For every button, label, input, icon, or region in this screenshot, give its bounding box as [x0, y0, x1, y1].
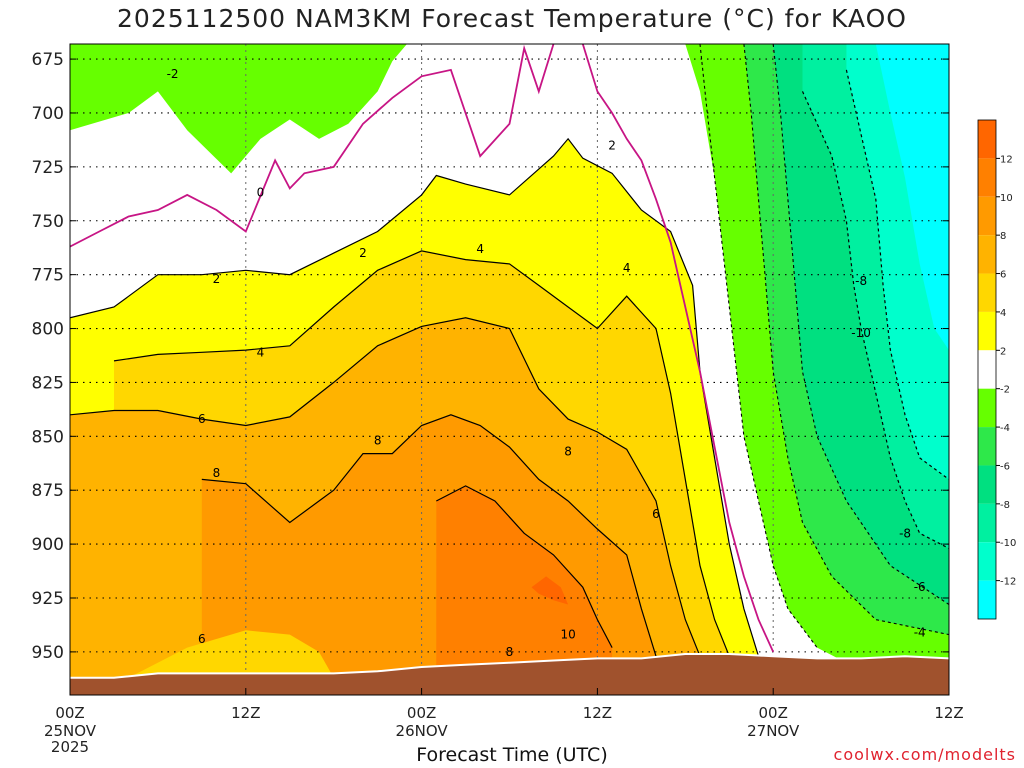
colorbar-swatch: [978, 120, 996, 159]
zero-isotherm-lines: [70, 44, 775, 653]
plot-frame: [69, 43, 950, 696]
isotherm-line: [801, 91, 949, 549]
x-tick-date-label: 27NOV: [747, 722, 800, 740]
contour-labels: -2 0 2 2 2 4 4 4 6 6 6 8 8 8 8 10 -8 -10 -8 -6 -4: [167, 67, 926, 659]
contour-label: 4: [257, 345, 265, 359]
contour-label: -8: [855, 274, 867, 288]
colorbar-label: -6: [1000, 461, 1010, 472]
y-tick-label: 900: [32, 535, 64, 555]
y-tick-label: 700: [32, 104, 64, 124]
colorbar-swatch: [978, 388, 996, 428]
colorbar-swatch: [978, 311, 996, 351]
zero-isotherm-line: [581, 44, 775, 653]
x-tick-label: 00Z: [759, 704, 788, 722]
y-tick-label: 775: [32, 266, 64, 286]
contour-label: 6: [198, 632, 206, 646]
colorbar-label: 6: [1000, 270, 1006, 281]
colorbar-label: 12: [1000, 154, 1013, 165]
y-tick-label: 825: [32, 373, 64, 393]
y-tick-label: 850: [32, 427, 64, 447]
colorbar-label: 4: [1000, 308, 1006, 319]
y-tick-label: 725: [32, 158, 64, 178]
fill-warm-10: [436, 485, 613, 695]
contour-label: 8: [213, 466, 221, 480]
x-tick-date-label: 25NOV: [44, 722, 97, 740]
contour-label: 8: [506, 645, 514, 659]
contour-label: 4: [476, 242, 484, 256]
y-tick-label: 675: [32, 50, 64, 70]
isotherm-line: [699, 44, 818, 648]
terrain-fill: [70, 654, 949, 695]
y-tick-label: 950: [32, 643, 64, 663]
colorbar-swatch: [978, 235, 996, 274]
terrain-outline: [70, 653, 949, 679]
colorbar-label: -12: [1000, 577, 1016, 588]
contour-label: -10: [851, 326, 871, 340]
fill-cold-14: [875, 44, 949, 351]
y-tick-label: 800: [32, 320, 64, 340]
colorbar-swatch: [978, 580, 996, 619]
contour-label: 2: [213, 272, 221, 286]
isotherm-contours: [70, 44, 949, 657]
colorbar-label: 2: [1000, 346, 1006, 357]
fill-cold-speck: [367, 44, 378, 51]
x-tick-label: 12Z: [231, 704, 260, 722]
chart-title: 2025112500 NAM3KM Forecast Temperature (…: [117, 4, 907, 33]
contour-label: -2: [167, 67, 179, 81]
fill-surface-4: [128, 630, 334, 678]
x-tick-label: 12Z: [583, 704, 612, 722]
x-tick-label: 12Z: [934, 704, 963, 722]
colorbar-swatch: [978, 158, 996, 197]
colorbar-swatch: [978, 427, 996, 466]
isotherm-line: [436, 485, 613, 648]
y-axis-ticks: 675 700 725 750 775 800 825 850 875 900 925 950: [32, 50, 949, 663]
x-tick-label: 00Z: [55, 704, 84, 722]
y-tick-label: 875: [32, 481, 64, 501]
temperature-fill-regions: [70, 44, 949, 695]
fill-cold-pocket-upper-left: [70, 44, 407, 174]
colorbar-swatch: [978, 542, 996, 581]
colorbar-swatch: [978, 350, 996, 389]
colorbar: 12 10 8 6 4 2 -2 -4 -6 -8 -10 -12: [977, 119, 1016, 620]
y-tick-label: 750: [32, 212, 64, 232]
contour-label: 6: [198, 412, 206, 426]
isotherm-line: [201, 414, 657, 657]
colorbar-label: -10: [1000, 538, 1016, 549]
contour-label: 8: [374, 434, 382, 448]
x-tick-date-label: 26NOV: [396, 722, 449, 740]
source-credit[interactable]: coolwx.com/modelts: [833, 745, 1016, 764]
colorbar-swatch: [978, 273, 996, 312]
x-tick-label: 00Z: [407, 704, 436, 722]
contour-label: 2: [608, 138, 616, 152]
contour-label: 10: [560, 628, 575, 642]
contour-label: 2: [359, 246, 367, 260]
zero-isotherm-line: [70, 44, 555, 248]
isotherm-line: [70, 317, 701, 657]
y-tick-label: 925: [32, 589, 64, 609]
isotherm-line: [772, 44, 949, 605]
colorbar-frame: [977, 119, 997, 620]
contour-label: 6: [652, 507, 660, 521]
isotherm-line: [743, 44, 949, 636]
contour-label: -4: [914, 625, 926, 639]
terrain-surface: [70, 653, 949, 695]
colorbar-swatch: [978, 196, 996, 236]
contour-label: 8: [564, 444, 572, 458]
colorbar-label: -4: [1000, 423, 1010, 434]
x-axis-title: Forecast Time (UTC): [416, 744, 608, 766]
contour-label: -6: [914, 580, 926, 594]
colorbar-label: 10: [1000, 193, 1013, 204]
colorbar-swatch: [978, 465, 996, 504]
colorbar-swatch: [978, 503, 996, 543]
isotherm-line: [113, 250, 730, 657]
x-tick-date-label: 2025: [51, 738, 89, 756]
contour-label: 4: [623, 261, 631, 275]
contour-label: -8: [899, 526, 911, 540]
colorbar-label: -8: [1000, 500, 1010, 511]
colorbar-label: -2: [1000, 385, 1010, 396]
contour-label: 0: [257, 186, 265, 200]
colorbar-label: 8: [1000, 231, 1006, 242]
